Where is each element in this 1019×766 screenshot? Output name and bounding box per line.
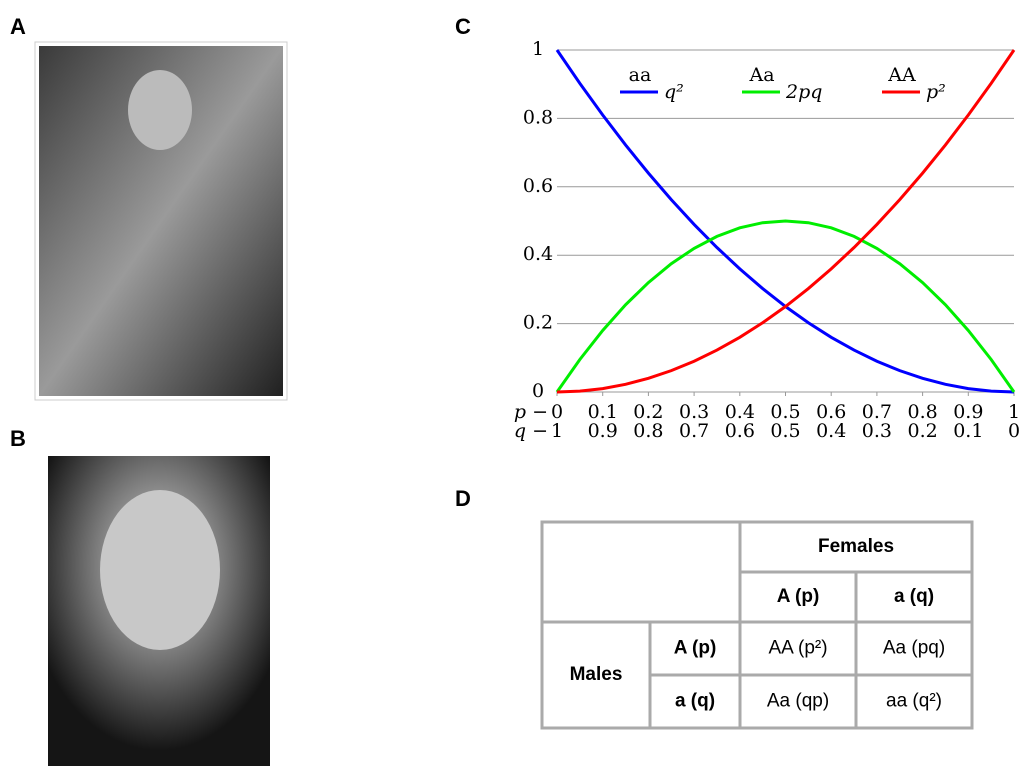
- photo-figure: [128, 70, 192, 150]
- x-tick-label-q: 0: [1008, 420, 1019, 442]
- x-tick-label-q: 0.9: [588, 420, 618, 442]
- y-tick-label: 0.2: [523, 312, 553, 334]
- photo-figure: [100, 490, 220, 650]
- y-tick-label: 0.4: [523, 243, 553, 265]
- table-text: A (p): [777, 586, 820, 607]
- panel-label: D: [455, 486, 471, 511]
- legend-name: Aa: [748, 64, 774, 86]
- y-tick-label: 1: [532, 38, 544, 60]
- panel-label: B: [10, 426, 26, 451]
- panel-label: C: [455, 14, 471, 39]
- x-tick-label-q: 0.2: [907, 420, 937, 442]
- legend-name: aa: [629, 64, 652, 86]
- table-text: Females: [818, 536, 894, 557]
- x-tick-label-q: 0.5: [770, 420, 800, 442]
- table-text: A (p): [674, 638, 717, 659]
- table-text: Aa (qp): [767, 691, 829, 712]
- table-text: a (q): [675, 691, 715, 712]
- legend-formula: 2pq: [785, 81, 822, 103]
- legend-formula: p²: [926, 81, 946, 103]
- figure: A B C D 00.20.40.60.81010.10.90.20.80.30…: [0, 0, 1019, 766]
- legend-formula: q²: [664, 81, 684, 103]
- table-text: Males: [570, 664, 623, 685]
- table-text: aa (q²): [886, 691, 942, 712]
- panel-label: A: [10, 14, 26, 39]
- table-text: a (q): [894, 586, 934, 607]
- y-tick-label: 0: [532, 380, 544, 402]
- chart: 00.20.40.60.81010.10.90.20.80.30.70.40.6…: [514, 38, 1019, 442]
- x-tick-label-q: 0.3: [862, 420, 892, 442]
- table-text: Aa (pq): [883, 638, 945, 659]
- x-tick-label-q: 0.6: [725, 420, 755, 442]
- y-tick-label: 0.6: [523, 175, 553, 197]
- x-tick-label-q: 0.7: [679, 420, 709, 442]
- table-cell: [542, 522, 740, 622]
- x-tick-label-q: 0.4: [816, 420, 846, 442]
- x-tick-label-q: 1: [551, 420, 563, 442]
- x-tick-label-q: 0.1: [953, 420, 983, 442]
- x-row-label: q −: [514, 420, 548, 442]
- legend-name: AA: [887, 64, 916, 86]
- x-tick-label-q: 0.8: [633, 420, 663, 442]
- table: Females A (p) a (q) Males A (p) AA (p²) Aa (pq…: [542, 522, 972, 728]
- y-tick-label: 0.8: [523, 106, 553, 128]
- table-text: AA (p²): [768, 638, 827, 659]
